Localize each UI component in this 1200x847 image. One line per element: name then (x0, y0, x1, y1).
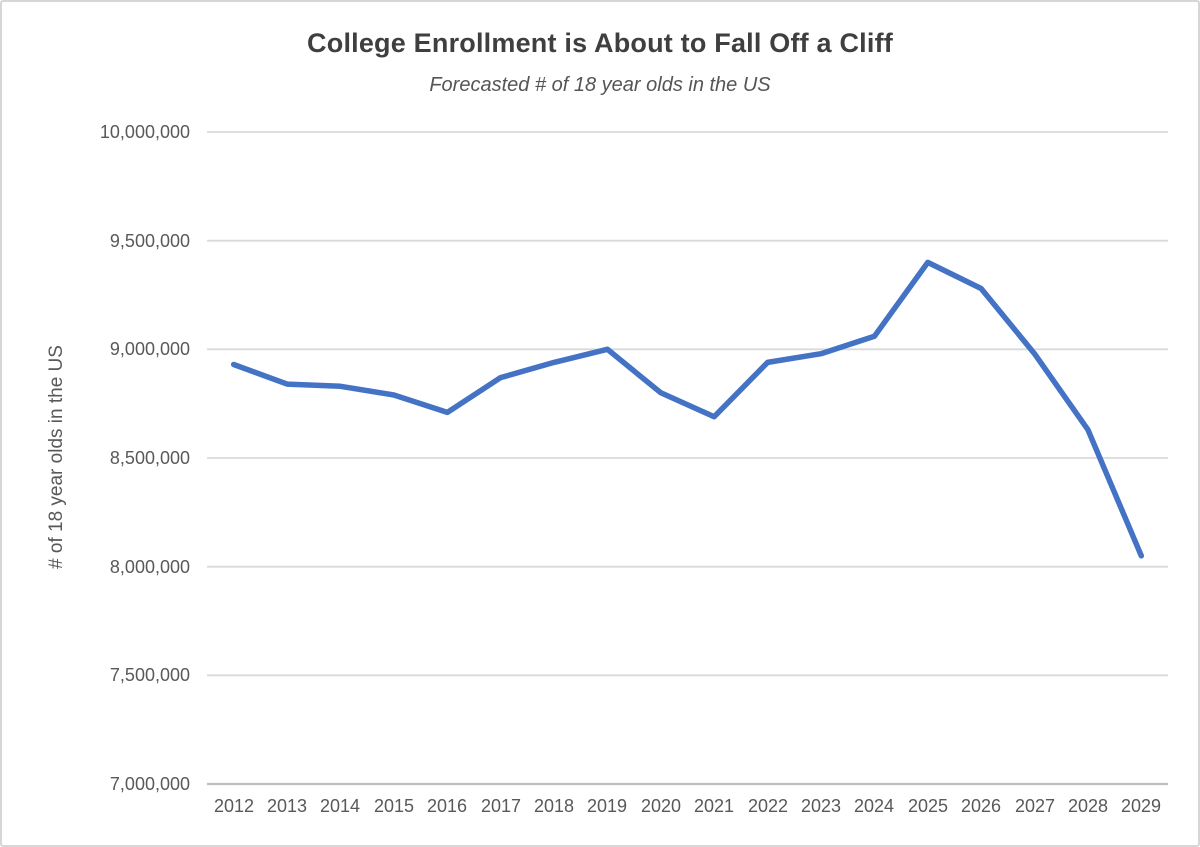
y-tick-label: 9,000,000 (109, 339, 190, 359)
x-tick-label: 2025 (907, 796, 949, 816)
x-tick-label: 2028 (1067, 796, 1109, 816)
chart-subtitle: Forecasted # of 18 year olds in the US (429, 74, 771, 96)
y-tick-label: 9,500,000 (109, 231, 190, 251)
x-tick-label: 2017 (480, 796, 522, 816)
x-tick-label: 2013 (266, 796, 308, 816)
x-tick-label: 2027 (1014, 796, 1056, 816)
x-tick-label: 2022 (747, 796, 789, 816)
chart-title: College Enrollment is About to Fall Off … (307, 28, 893, 58)
x-tick-label: 2024 (853, 796, 895, 816)
x-tick-label: 2029 (1120, 796, 1162, 816)
x-tick-label: 2023 (800, 796, 842, 816)
y-tick-label: 10,000,000 (99, 122, 190, 142)
x-tick-label: 2012 (213, 796, 255, 816)
y-tick-label: 8,000,000 (109, 557, 190, 577)
x-tick-label: 2015 (373, 796, 415, 816)
x-tick-label: 2018 (533, 796, 575, 816)
x-tick-label: 2021 (693, 796, 735, 816)
y-tick-label: 8,500,000 (109, 448, 190, 468)
x-tick-label: 2026 (960, 796, 1002, 816)
x-tick-label: 2020 (640, 796, 682, 816)
enrollment-line (230, 259, 1145, 559)
x-tick-label: 2016 (426, 796, 468, 816)
y-tick-label: 7,000,000 (109, 774, 190, 794)
y-tick-label: 7,500,000 (109, 665, 190, 685)
x-tick-label: 2019 (586, 796, 628, 816)
x-tick-label: 2014 (319, 796, 361, 816)
